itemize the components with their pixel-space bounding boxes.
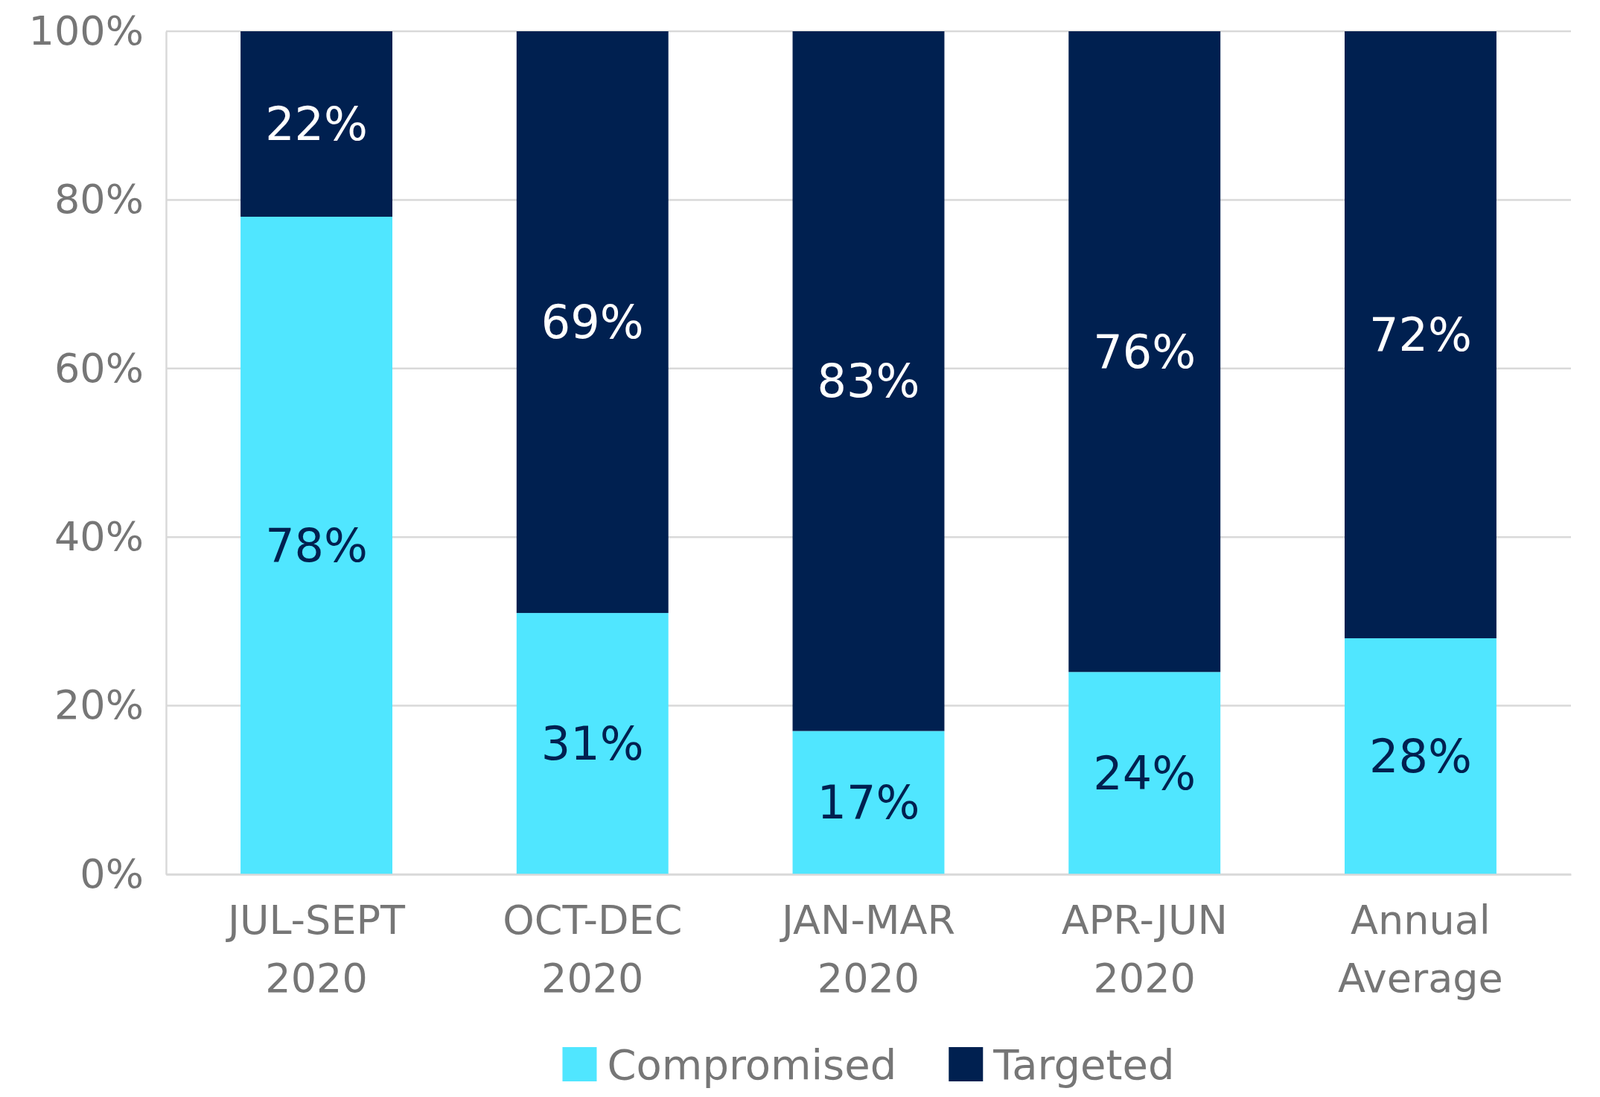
- y-tick-label: 40%: [54, 512, 144, 560]
- x-tick-label: APR-JUN 2020: [1061, 896, 1228, 1002]
- y-tick: 0%: [79, 850, 167, 898]
- legend: Compromised Targeted: [562, 1040, 1175, 1089]
- data-labels: 78% 31% 17% 24% 28% 22% 69% 83% 76% 72%: [265, 96, 1472, 830]
- x-tick-label-line: APR-JUN: [1061, 896, 1228, 944]
- legend-item: Compromised: [562, 1040, 897, 1089]
- bar-segment: [516, 612, 669, 875]
- y-tick: 40%: [54, 512, 167, 560]
- bar-segment: [1068, 31, 1221, 672]
- x-tick: Annual Average: [1337, 874, 1504, 1002]
- data-label: 69%: [541, 294, 645, 350]
- x-tick-label-line: 2020: [541, 954, 644, 1002]
- y-axis-line: [165, 32, 168, 875]
- y-tick-label: 80%: [54, 175, 144, 223]
- legend-item: Targeted: [948, 1040, 1175, 1089]
- data-label: 78%: [265, 518, 368, 573]
- bar-segment: [792, 31, 945, 732]
- y-tick-label: 60%: [54, 344, 144, 392]
- y-tick-label: 0%: [79, 850, 144, 898]
- chart: 78% 31% 17% 24% 28% 22% 69% 83% 76% 72% 0% 20% 40% 60…: [0, 0, 1600, 1097]
- bar-segment: [1068, 671, 1221, 875]
- x-tick-label-line: OCT-DEC: [502, 896, 682, 944]
- data-label: 28%: [1369, 728, 1472, 784]
- data-label: 24%: [1092, 746, 1196, 801]
- data-label: 31%: [541, 716, 645, 771]
- bar-segment: [240, 31, 393, 217]
- x-tick-label: Annual Average: [1337, 896, 1504, 1002]
- bar-segment: [1344, 31, 1497, 639]
- legend-label: Targeted: [992, 1040, 1175, 1089]
- x-tick: APR-JUN 2020: [1061, 874, 1228, 1002]
- legend-swatch: [562, 1046, 597, 1082]
- x-tick-label-line: JUL-SEPT: [225, 896, 406, 944]
- bars: [240, 31, 1497, 875]
- x-tick-label-line: 2020: [817, 954, 920, 1002]
- grid: [166, 31, 1571, 875]
- x-tick-label: OCT-DEC 2020: [502, 896, 682, 1002]
- bar-segment: [516, 31, 669, 613]
- data-label: 22%: [265, 96, 368, 152]
- bar-segment: [240, 216, 393, 875]
- data-label: 17%: [817, 775, 921, 830]
- x-tick-label-line: 2020: [265, 954, 368, 1002]
- x-axis-line: [166, 873, 1572, 876]
- x-tick-label-line: 2020: [1093, 954, 1196, 1002]
- y-axis: 0% 20% 40% 60% 80% 100%: [29, 7, 167, 898]
- y-tick-label: 20%: [54, 681, 144, 729]
- y-tick: 20%: [54, 681, 167, 729]
- x-axis: JUL-SEPT2020OCT-DEC2020JAN-MAR2020APR-JU…: [166, 874, 1572, 1002]
- y-tick: 80%: [54, 175, 167, 223]
- legend-swatch: [948, 1046, 983, 1082]
- bar-segment: [1344, 638, 1497, 875]
- x-tick-label-line: Average: [1337, 954, 1504, 1002]
- bar-segment: [792, 731, 945, 875]
- data-label: 83%: [817, 353, 921, 409]
- data-label: 76%: [1092, 324, 1196, 379]
- x-tick-label-line: Annual: [1350, 896, 1491, 944]
- y-tick: 60%: [54, 344, 167, 392]
- x-tick-label-line: JAN-MAR: [779, 896, 956, 944]
- legend-label: Compromised: [606, 1040, 897, 1089]
- y-tick: 100%: [29, 7, 167, 55]
- data-label: 72%: [1369, 307, 1472, 362]
- x-tick-label: JUL-SEPT 2020: [225, 896, 406, 1002]
- x-tick: JUL-SEPT 2020: [225, 874, 406, 1002]
- x-tick: JAN-MAR 2020: [779, 874, 956, 1002]
- x-tick: OCT-DEC 2020: [502, 874, 682, 1002]
- y-tick-label: 100%: [29, 7, 144, 55]
- x-tick-label: JAN-MAR 2020: [779, 896, 956, 1002]
